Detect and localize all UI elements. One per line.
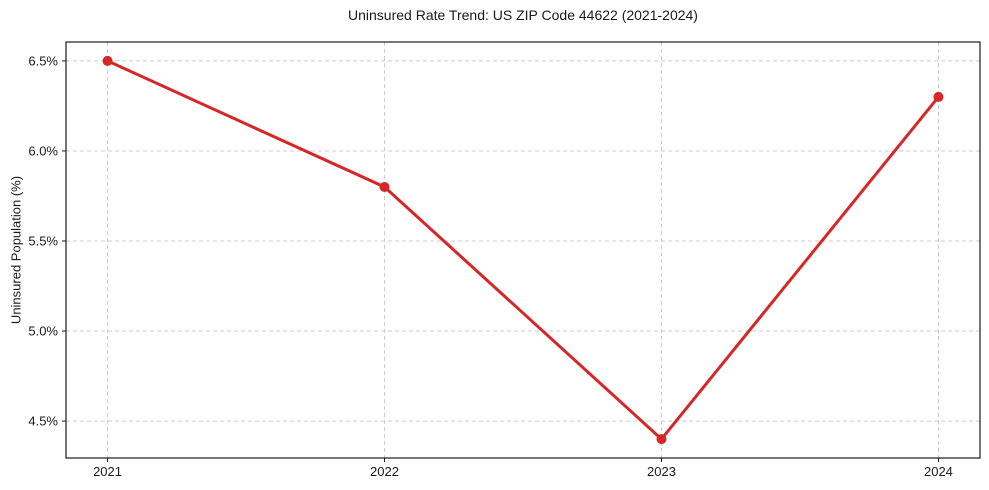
data-point-2024	[933, 91, 944, 102]
x-tick-label: 2021	[93, 464, 122, 479]
data-point-2021	[102, 55, 113, 66]
data-point-2022	[379, 181, 390, 192]
y-tick-label: 5.5%	[28, 233, 58, 248]
x-tick-label: 2024	[924, 464, 953, 479]
y-tick-label: 4.5%	[28, 414, 58, 429]
x-tick-label: 2023	[647, 464, 676, 479]
chart-title: Uninsured Rate Trend: US ZIP Code 44622 …	[348, 7, 698, 23]
y-tick-label: 6.0%	[28, 143, 58, 158]
axes-border	[65, 41, 981, 459]
y-tick-label: 6.5%	[28, 53, 58, 68]
trend-line	[106, 59, 940, 441]
y-tick-label: 5.0%	[28, 324, 58, 339]
data-point-2023	[656, 434, 667, 445]
x-tick-label: 2022	[370, 464, 399, 479]
